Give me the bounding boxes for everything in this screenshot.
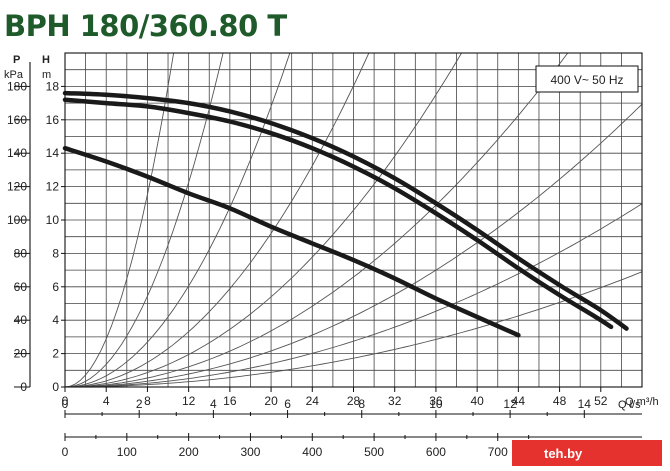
system-curve <box>65 53 370 387</box>
x-tick-label: 52 <box>594 394 608 408</box>
x3-tick-label: 600 <box>426 445 446 459</box>
x2-tick-label: 10 <box>429 397 443 411</box>
system-curve <box>65 103 642 387</box>
y-axis-unit: m <box>42 69 51 81</box>
x3-tick-label: 0 <box>62 445 69 459</box>
x3-tick-label: 200 <box>179 445 199 459</box>
y2-axis-title: P <box>13 54 20 66</box>
x-tick-label: 0 <box>62 394 69 408</box>
x-tick-label: 12 <box>182 394 196 408</box>
y-tick-label: 2 <box>52 347 59 361</box>
x-tick-label: 40 <box>470 394 484 408</box>
x-tick-label: 32 <box>388 394 402 408</box>
y-tick-label: 10 <box>46 213 60 227</box>
watermark-badge: teh.by <box>512 440 662 466</box>
x-axis-unit: Q m³/h <box>625 396 659 408</box>
y2-tick-label: 0 <box>20 380 27 394</box>
y2-tick-label: 140 <box>7 146 27 160</box>
x3-tick-label: 500 <box>364 445 384 459</box>
x-tick-label: 8 <box>144 394 151 408</box>
x2-tick-label: 0 <box>62 397 69 411</box>
x3-tick-label: 400 <box>302 445 322 459</box>
y-tick-label: 16 <box>46 113 60 127</box>
chart-title: BPH 180/360.80 T <box>4 9 287 43</box>
system-curve <box>65 203 642 387</box>
x2-tick-label: 2 <box>136 397 143 411</box>
y-tick-label: 8 <box>52 246 59 260</box>
y-tick-label: 6 <box>52 280 59 294</box>
y2-tick-label: 80 <box>14 246 28 260</box>
system-curve <box>65 271 642 387</box>
annotation-text: 400 V~ 50 Hz <box>550 73 623 87</box>
y-tick-label: 4 <box>52 313 59 327</box>
x-tick-label: 4 <box>103 394 110 408</box>
y2-tick-label: 160 <box>7 113 27 127</box>
x-tick-label: 28 <box>347 394 361 408</box>
watermark-bg <box>512 440 662 466</box>
chart-labels: 024681012141618020406080100120140160180P… <box>4 54 659 459</box>
y2-tick-label: 20 <box>14 347 28 361</box>
y2-tick-label: 180 <box>7 79 27 93</box>
x2-tick-label: 8 <box>358 397 365 411</box>
chart-axes <box>14 52 643 441</box>
y-tick-label: 0 <box>52 380 59 394</box>
x-tick-label: 36 <box>429 394 443 408</box>
y-tick-label: 18 <box>46 79 60 93</box>
y-tick-label: 14 <box>46 146 60 160</box>
x2-tick-label: 14 <box>578 397 592 411</box>
y2-tick-label: 40 <box>14 313 28 327</box>
x-tick-label: 44 <box>512 394 526 408</box>
x2-tick-label: 4 <box>210 397 217 411</box>
y2-tick-label: 60 <box>14 280 28 294</box>
system-curve <box>65 53 463 387</box>
y-axis-title: H <box>42 54 50 66</box>
pump-curve-series <box>62 97 614 330</box>
x-tick-label: 20 <box>264 394 278 408</box>
x3-tick-label: 700 <box>488 445 508 459</box>
x-tick-label: 48 <box>553 394 567 408</box>
x2-axis-unit: Q l/s <box>618 399 641 411</box>
system-curve <box>65 53 569 387</box>
pump-curve-series <box>62 90 629 331</box>
annotation-box <box>535 65 639 93</box>
x-tick-label: 16 <box>223 394 237 408</box>
y2-axis-unit: kPa <box>4 69 24 81</box>
system-curves <box>65 53 642 387</box>
x3-tick-label: 100 <box>117 445 137 459</box>
pump-curves <box>62 90 629 338</box>
pump-curve-series <box>62 145 521 338</box>
y2-tick-label: 120 <box>7 180 27 194</box>
x3-tick-label: 300 <box>240 445 260 459</box>
y-tick-label: 12 <box>46 180 60 194</box>
x-tick-label: 24 <box>306 394 320 408</box>
x2-tick-label: 6 <box>284 397 291 411</box>
y2-tick-label: 100 <box>7 213 27 227</box>
x2-tick-label: 12 <box>503 397 517 411</box>
watermark-text: teh.by <box>544 446 583 461</box>
